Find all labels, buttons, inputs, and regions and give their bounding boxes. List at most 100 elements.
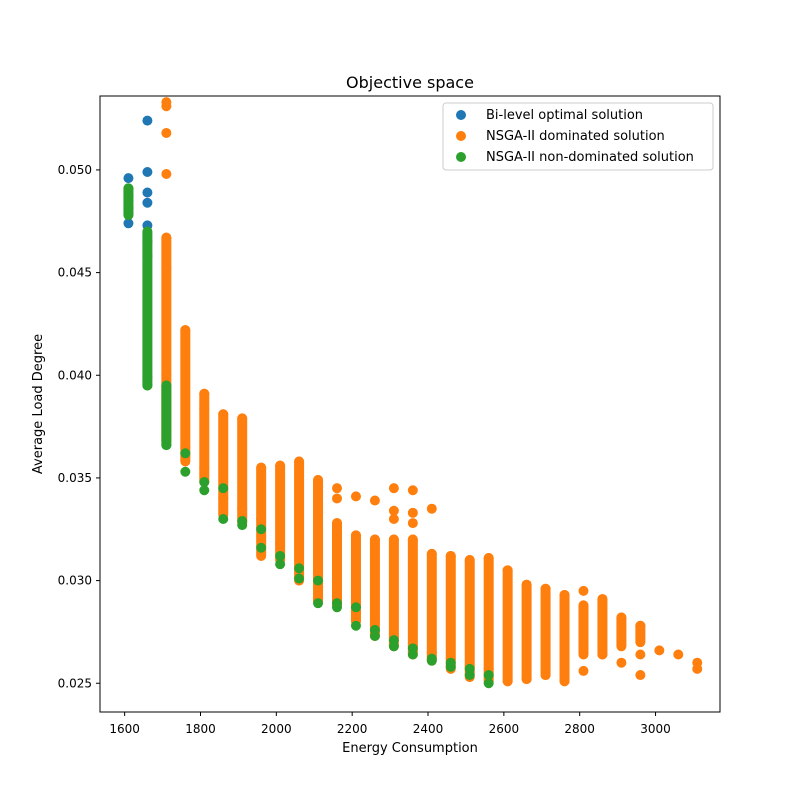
x-axis-ticks: 1600 1800 2000 2200 2400 2600 2800 3000: [109, 712, 671, 736]
point-dominated: [426, 503, 437, 514]
point-dominated: [407, 485, 418, 496]
point-dominated: [369, 495, 380, 506]
point-non-dominated: [407, 649, 418, 660]
point-dominated: [388, 483, 399, 494]
point-dominated: [407, 507, 418, 518]
legend: Bi-level optimal solution NSGA-II domina…: [442, 102, 714, 171]
point-dominated: [180, 325, 191, 336]
point-dominated: [256, 513, 267, 524]
point-bilevel: [142, 197, 153, 208]
point-non-dominated: [464, 670, 475, 681]
y-tick-label: 0.035: [58, 471, 92, 485]
point-dominated: [388, 513, 399, 524]
plot-area-frame: [99, 95, 721, 713]
point-dominated: [161, 370, 172, 381]
point-bilevel: [142, 166, 153, 177]
point-dominated: [635, 620, 646, 631]
point-dominated: [464, 555, 475, 566]
x-tick-label: 2400: [413, 722, 444, 736]
point-bilevel: [142, 115, 153, 126]
point-dominated: [616, 612, 627, 623]
point-dominated: [483, 553, 494, 563]
point-dominated: [559, 589, 570, 600]
y-axis-label: Average Load Degree: [31, 334, 46, 474]
point-non-dominated: [313, 575, 324, 586]
point-non-dominated: [483, 670, 494, 681]
point-dominated: [275, 460, 286, 471]
point-dominated: [256, 462, 267, 473]
point-dominated: [332, 518, 343, 529]
point-dominated: [540, 670, 551, 681]
x-tick-label: 2000: [261, 722, 292, 736]
y-tick-label: 0.040: [58, 368, 92, 382]
point-bilevel: [123, 218, 134, 229]
y-tick-label: 0.050: [58, 163, 92, 177]
point-dominated: [237, 503, 248, 514]
point-dominated: [161, 169, 172, 180]
point-non-dominated: [142, 380, 153, 391]
point-non-dominated: [218, 483, 229, 494]
point-dominated: [597, 594, 608, 605]
point-dominated: [199, 403, 210, 414]
point-non-dominated: [199, 485, 210, 496]
legend-marker-bilevel: [456, 110, 466, 120]
point-dominated: [350, 491, 361, 502]
y-tick-label: 0.030: [58, 574, 92, 588]
point-dominated: [578, 585, 589, 596]
point-non-dominated: [426, 655, 437, 666]
point-bilevel: [123, 173, 134, 184]
point-non-dominated: [275, 559, 286, 570]
point-dominated: [559, 676, 570, 687]
point-non-dominated: [237, 520, 248, 531]
point-dominated: [294, 456, 305, 467]
legend-marker-non-dominated: [456, 152, 466, 162]
point-non-dominated: [180, 448, 191, 459]
point-bilevel: [142, 187, 153, 198]
point-dominated: [218, 409, 229, 420]
legend-label-non-dominated: NSGA-II non-dominated solution: [486, 150, 694, 165]
point-non-dominated: [445, 661, 456, 672]
point-dominated: [161, 127, 172, 138]
point-dominated: [407, 534, 418, 545]
point-dominated: [502, 676, 513, 687]
y-axis-ticks: 0.025 0.030 0.035 0.040 0.045 0.050: [58, 163, 100, 690]
x-axis-label: Energy Consumption: [342, 741, 478, 756]
point-non-dominated: [256, 524, 267, 535]
point-dominated: [313, 474, 324, 485]
point-non-dominated: [161, 440, 172, 451]
point-non-dominated: [332, 602, 343, 613]
legend-box: [442, 102, 714, 171]
point-non-dominated: [180, 466, 191, 477]
legend-marker-dominated: [456, 131, 466, 141]
point-non-dominated: [483, 678, 494, 689]
x-tick-label: 1800: [185, 722, 216, 736]
point-non-dominated: [199, 477, 210, 488]
x-tick-label: 2200: [337, 722, 368, 736]
point-dominated: [692, 663, 703, 674]
point-dominated: [407, 518, 418, 529]
legend-label-bilevel: Bi-level optimal solution: [486, 108, 643, 123]
y-tick-label: 0.045: [58, 266, 92, 280]
point-non-dominated: [350, 620, 361, 631]
point-dominated: [673, 649, 684, 660]
point-non-dominated: [313, 598, 324, 609]
point-dominated: [161, 101, 172, 112]
chart-title: Objective space: [346, 73, 474, 92]
point-dominated: [388, 534, 399, 545]
point-dominated: [218, 493, 229, 504]
series-non-dominated: [123, 183, 494, 689]
point-non-dominated: [294, 563, 305, 574]
point-dominated: [369, 534, 380, 545]
point-non-dominated: [142, 372, 153, 383]
point-dominated: [578, 641, 589, 652]
point-non-dominated: [388, 641, 399, 652]
point-dominated: [388, 505, 399, 516]
point-dominated: [199, 462, 210, 473]
series-dominated: [161, 97, 703, 687]
point-dominated: [578, 665, 589, 676]
point-non-dominated: [294, 573, 305, 584]
point-dominated: [426, 548, 437, 559]
x-tick-label: 3000: [640, 722, 671, 736]
point-dominated: [161, 232, 172, 243]
